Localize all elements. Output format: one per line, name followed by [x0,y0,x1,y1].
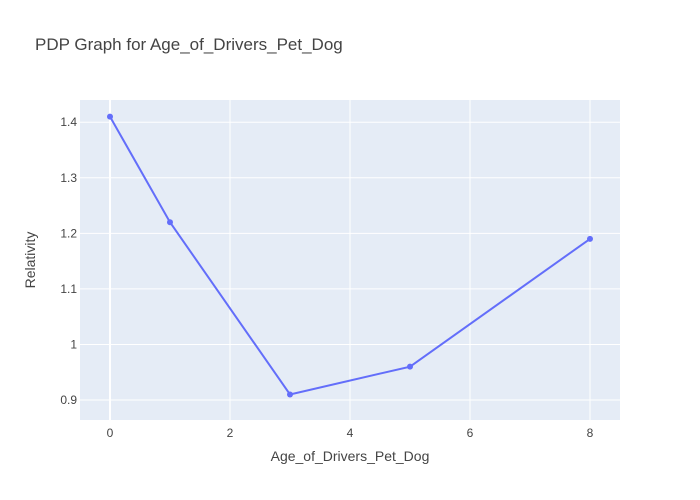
x-tick-label: 2 [227,426,234,440]
y-tick-label: 1.2 [60,226,77,240]
y-tick-label: 1 [70,337,77,351]
x-axis-title: Age_of_Drivers_Pet_Dog [271,448,430,464]
x-axis-ticks: 0 2 4 6 8 [107,426,594,440]
data-point [167,219,173,226]
chart-title: PDP Graph for Age_of_Drivers_Pet_Dog [35,35,343,54]
x-tick-label: 8 [587,426,594,440]
y-tick-label: 1.4 [60,115,77,129]
x-tick-label: 4 [347,426,354,440]
y-axis-ticks: 0.9 1 1.1 1.2 1.3 1.4 [60,115,77,407]
x-tick-label: 0 [107,426,114,440]
data-point [107,113,113,120]
data-point [407,363,413,370]
x-tick-label: 6 [467,426,474,440]
series-points [107,113,593,398]
y-axis-title: Relativity [22,232,38,289]
y-tick-label: 1.3 [60,171,77,185]
data-point [287,391,293,398]
y-tick-label: 1.1 [60,282,77,296]
y-tick-label: 0.9 [60,393,77,407]
gridlines [80,100,620,420]
data-point [587,235,593,242]
